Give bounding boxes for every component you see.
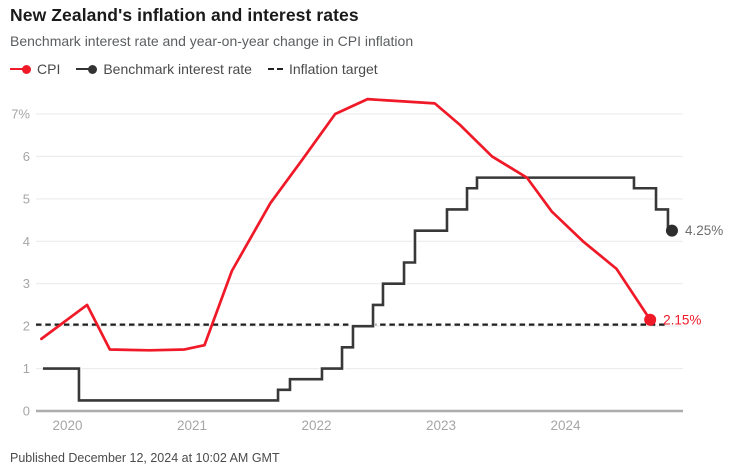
legend: CPI Benchmark interest rate Inflation ta… [10, 61, 378, 77]
rate-step-line [42, 176, 672, 402]
y-tick-label: 1 [23, 361, 30, 376]
y-tick-label: 0 [23, 404, 30, 419]
cpi-line [40, 97, 652, 352]
y-tick-label: 4 [23, 234, 30, 249]
legend-item-cpi: CPI [10, 61, 60, 77]
x-tick-label: 2024 [550, 418, 581, 433]
legend-item-benchmark-rate: Benchmark interest rate [76, 61, 252, 77]
y-tick-label: 2 [23, 319, 30, 334]
x-tick-label: 2020 [52, 418, 82, 433]
chart-title: New Zealand's inflation and interest rat… [10, 5, 359, 25]
rate-end-dot [665, 224, 678, 237]
dashed-line-icon [267, 67, 283, 71]
cpi-end-dot [644, 313, 657, 326]
y-tick-label: 7% [11, 106, 30, 121]
x-tick-label: 2023 [426, 418, 456, 433]
legend-label-cpi: CPI [37, 61, 61, 77]
published-timestamp: Published December 12, 2024 at 10:02 AM … [10, 451, 280, 465]
y-tick-label: 3 [23, 276, 30, 291]
y-tick-label: 5 [23, 191, 30, 206]
cpi-end-label: 2.15% [663, 312, 701, 327]
cpi-line-dot-icon [10, 64, 31, 74]
legend-label-inflation-target: Inflation target [288, 61, 378, 77]
rate-step-line-casing [42, 175, 672, 403]
x-tick-label: 2022 [301, 418, 331, 433]
chart-subtitle: Benchmark interest rate and year-on-year… [10, 33, 414, 49]
rate-end-label: 4.25% [685, 223, 723, 238]
x-tick-label: 2021 [177, 418, 207, 433]
rate-line-dot-icon [76, 64, 98, 74]
legend-label-benchmark-rate: Benchmark interest rate [103, 61, 252, 77]
legend-item-inflation-target: Inflation target [267, 61, 378, 77]
y-tick-label: 6 [23, 149, 30, 164]
